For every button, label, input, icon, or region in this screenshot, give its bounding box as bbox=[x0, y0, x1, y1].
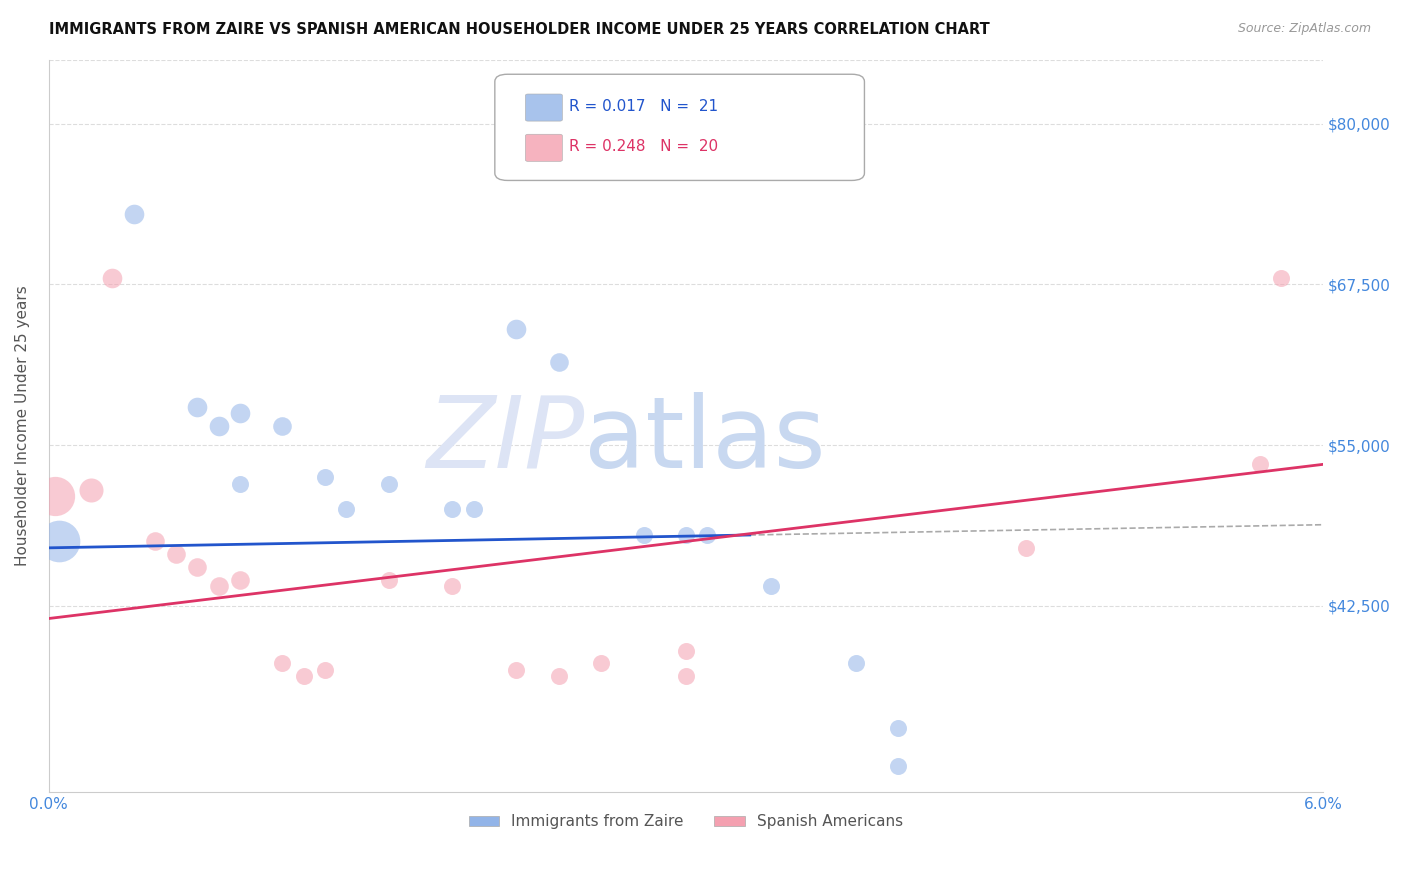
Point bbox=[122, 207, 145, 221]
Point bbox=[314, 470, 336, 484]
Point bbox=[441, 579, 464, 593]
Point bbox=[186, 560, 208, 574]
Point bbox=[377, 476, 399, 491]
Point bbox=[887, 721, 910, 735]
Point bbox=[633, 528, 655, 542]
Point bbox=[759, 579, 782, 593]
Point bbox=[887, 759, 910, 773]
Point bbox=[208, 579, 231, 593]
Point bbox=[335, 502, 357, 516]
Point bbox=[547, 354, 569, 368]
Text: Source: ZipAtlas.com: Source: ZipAtlas.com bbox=[1237, 22, 1371, 36]
Text: R = 0.017   N =  21: R = 0.017 N = 21 bbox=[569, 99, 718, 114]
Point bbox=[229, 476, 252, 491]
Legend: Immigrants from Zaire, Spanish Americans: Immigrants from Zaire, Spanish Americans bbox=[463, 808, 910, 836]
Point bbox=[1015, 541, 1038, 555]
Point bbox=[208, 418, 231, 433]
Point bbox=[44, 490, 66, 504]
Point bbox=[229, 406, 252, 420]
Point bbox=[271, 657, 294, 671]
Point bbox=[463, 502, 485, 516]
FancyBboxPatch shape bbox=[526, 135, 562, 161]
Point bbox=[186, 400, 208, 414]
Point bbox=[675, 528, 697, 542]
Point bbox=[675, 643, 697, 657]
Point bbox=[1249, 458, 1271, 472]
FancyBboxPatch shape bbox=[495, 74, 865, 180]
Point bbox=[441, 502, 464, 516]
Point bbox=[229, 573, 252, 587]
Text: atlas: atlas bbox=[583, 392, 825, 489]
Point bbox=[292, 669, 315, 683]
Point bbox=[845, 657, 868, 671]
Text: ZIP: ZIP bbox=[426, 392, 583, 489]
Point bbox=[505, 322, 527, 336]
Point bbox=[589, 657, 612, 671]
Point bbox=[547, 669, 569, 683]
Point bbox=[101, 271, 124, 285]
Point bbox=[377, 573, 399, 587]
Point bbox=[696, 528, 718, 542]
Text: R = 0.248   N =  20: R = 0.248 N = 20 bbox=[569, 139, 718, 154]
Point bbox=[143, 534, 166, 549]
Point bbox=[80, 483, 103, 497]
Point bbox=[165, 547, 187, 561]
Text: IMMIGRANTS FROM ZAIRE VS SPANISH AMERICAN HOUSEHOLDER INCOME UNDER 25 YEARS CORR: IMMIGRANTS FROM ZAIRE VS SPANISH AMERICA… bbox=[49, 22, 990, 37]
FancyBboxPatch shape bbox=[526, 94, 562, 121]
Y-axis label: Householder Income Under 25 years: Householder Income Under 25 years bbox=[15, 285, 30, 566]
Point bbox=[48, 534, 70, 549]
Point bbox=[505, 663, 527, 677]
Point bbox=[1270, 271, 1292, 285]
Point bbox=[675, 669, 697, 683]
Point bbox=[271, 418, 294, 433]
Point bbox=[314, 663, 336, 677]
